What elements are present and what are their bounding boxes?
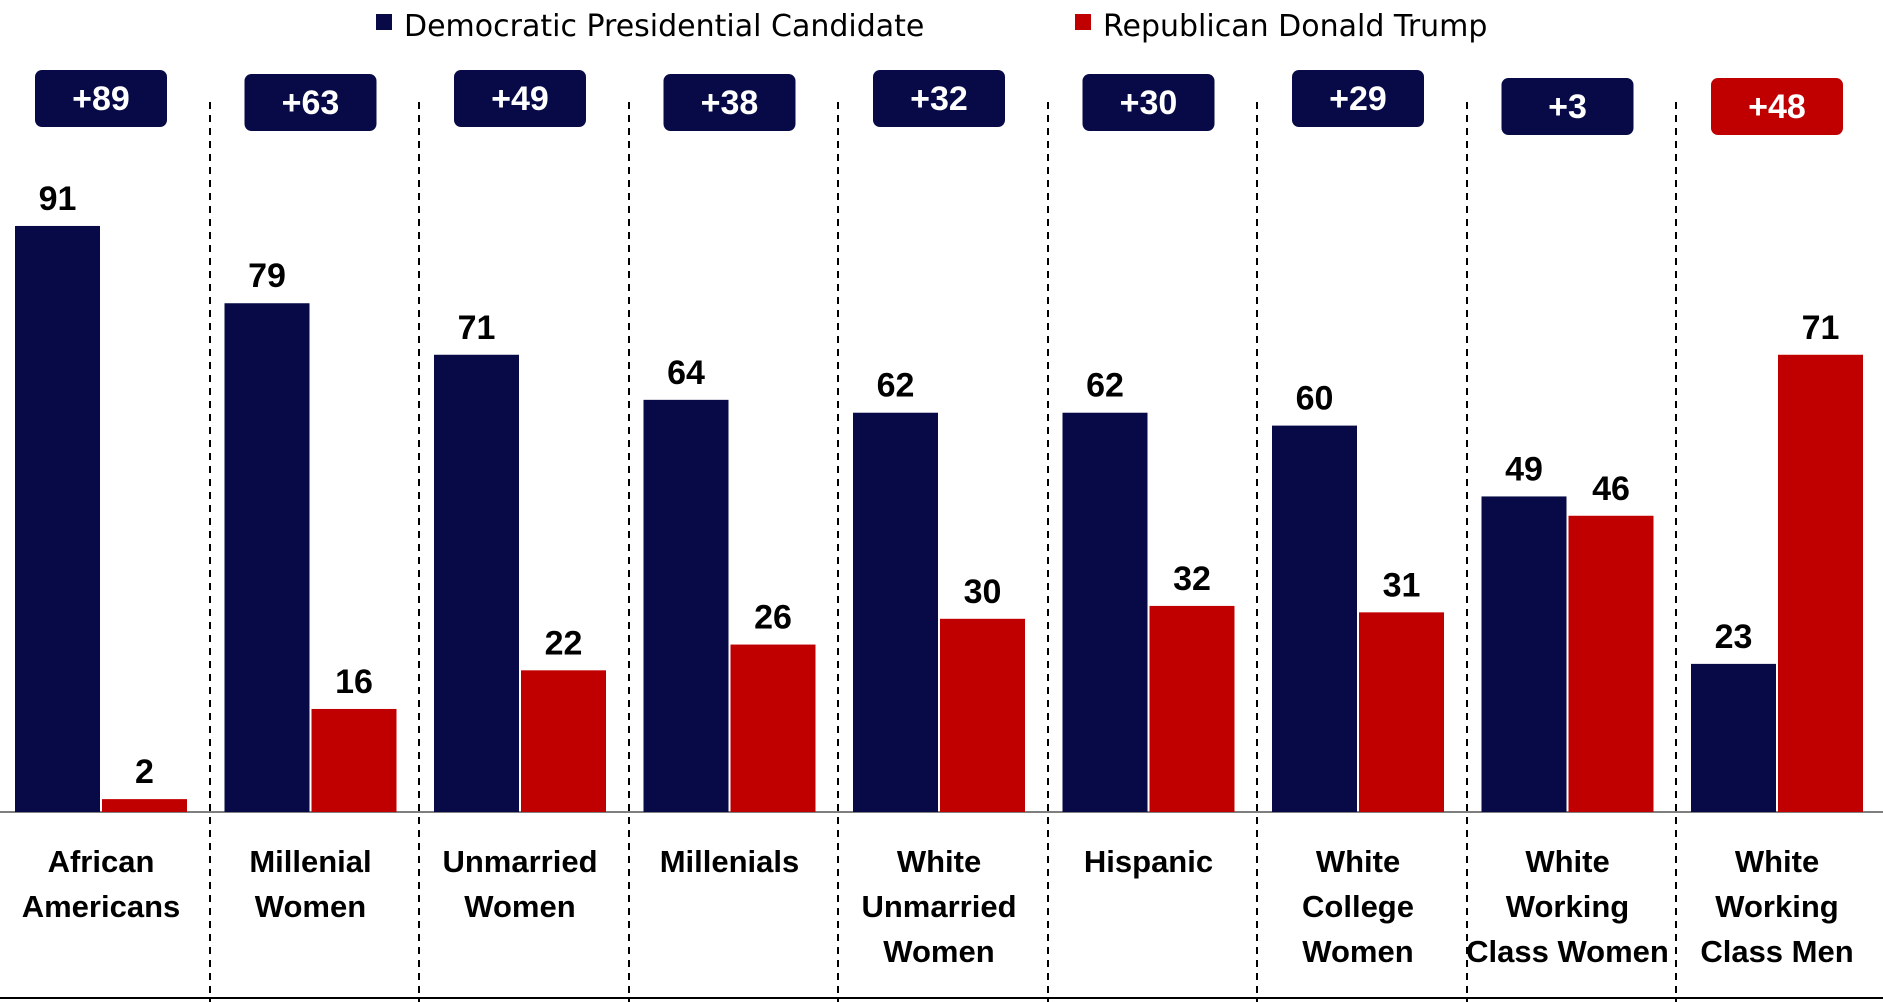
category-label: White <box>1525 844 1609 879</box>
value-label-democratic: 62 <box>1086 367 1124 405</box>
margin-label: +38 <box>701 84 759 122</box>
value-label-democratic: 62 <box>877 367 915 405</box>
legend-label-republican: Republican Donald Trump <box>1103 9 1487 44</box>
value-label-democratic: 23 <box>1715 618 1753 656</box>
value-label-republican: 30 <box>964 573 1002 611</box>
legend: Democratic Presidential Candidate Republ… <box>376 9 1487 44</box>
bar-republican <box>521 670 606 812</box>
bar-republican <box>1149 605 1235 812</box>
category-label: Unmarried <box>861 889 1016 924</box>
legend-swatch-democratic <box>376 14 392 30</box>
margin-label: +29 <box>1329 80 1387 118</box>
value-label-democratic: 49 <box>1505 450 1543 488</box>
margin-badge-democratic <box>454 70 586 127</box>
margin-badge-democratic <box>663 74 796 131</box>
category-label: White <box>1316 844 1400 879</box>
margin-label: +63 <box>282 84 340 122</box>
bar-democratic <box>15 225 100 812</box>
bar-republican <box>102 799 187 812</box>
category-label: Working <box>1715 889 1838 924</box>
bar-democratic <box>643 399 729 812</box>
margin-label: +89 <box>72 80 130 118</box>
category-label: White <box>1735 844 1819 879</box>
bar-democratic <box>1272 425 1357 812</box>
category-label: Millenials <box>660 844 800 879</box>
category-label: Americans <box>22 889 181 924</box>
bar-democratic <box>1691 663 1776 812</box>
margin-label: +3 <box>1548 88 1587 126</box>
bar-republican <box>730 644 816 812</box>
bar-republican <box>940 618 1025 812</box>
value-label-republican: 22 <box>545 624 583 662</box>
bar-republican <box>1359 612 1444 812</box>
margin-badge-democratic <box>1082 74 1215 131</box>
value-label-democratic: 71 <box>458 309 496 347</box>
value-label-republican: 16 <box>335 663 373 701</box>
margin-badge-democratic <box>873 70 1005 127</box>
margin-label: +48 <box>1748 88 1806 126</box>
bar-democratic <box>853 412 938 812</box>
category-label: Women <box>464 889 575 924</box>
margin-label: +32 <box>910 80 968 118</box>
category-label: Millenial <box>249 844 371 879</box>
category-label: African <box>48 844 155 879</box>
bar-republican <box>1568 515 1654 812</box>
margin-badge-democratic <box>1501 78 1634 135</box>
plot-area: 91 2 +89 African Americans 79 16 +63 Millenial Wo… <box>0 70 1883 1002</box>
value-label-republican: 32 <box>1173 560 1211 598</box>
category-label: Class Men <box>1700 934 1853 969</box>
value-label-democratic: 91 <box>39 180 77 218</box>
category-label: Unmarried <box>442 844 597 879</box>
legend-swatch-republican <box>1075 14 1091 30</box>
value-label-republican: 31 <box>1383 566 1421 604</box>
margin-badge-republican <box>1711 78 1843 135</box>
category-label: Women <box>255 889 366 924</box>
margin-badge-democratic <box>244 74 377 131</box>
bar-republican <box>311 708 397 812</box>
bar-democratic <box>224 303 310 812</box>
value-label-republican: 46 <box>1592 470 1630 508</box>
legend-item-republican: Republican Donald Trump <box>1075 9 1487 44</box>
value-label-democratic: 60 <box>1296 380 1334 418</box>
category-label: College <box>1302 889 1414 924</box>
category-label: Hispanic <box>1084 844 1213 879</box>
value-label-republican: 26 <box>754 599 792 637</box>
value-label-democratic: 79 <box>248 257 286 295</box>
bar-democratic <box>434 354 519 812</box>
margin-label: +49 <box>491 80 549 118</box>
bar-republican <box>1778 354 1863 812</box>
legend-item-democratic: Democratic Presidential Candidate <box>376 9 924 44</box>
value-label-democratic: 64 <box>667 354 705 392</box>
margin-badge-democratic <box>1292 70 1424 127</box>
bar-democratic <box>1481 496 1567 812</box>
bar-democratic <box>1062 412 1148 812</box>
category-label: Women <box>883 934 994 969</box>
category-label: Working <box>1506 889 1629 924</box>
value-label-republican: 2 <box>135 753 154 791</box>
margin-label: +30 <box>1120 84 1178 122</box>
legend-label-democratic: Democratic Presidential Candidate <box>404 9 924 44</box>
value-label-republican: 71 <box>1802 309 1840 347</box>
margin-badge-democratic <box>35 70 167 127</box>
category-label: Class Women <box>1466 934 1669 969</box>
category-label: White <box>897 844 981 879</box>
category-label: Women <box>1302 934 1413 969</box>
